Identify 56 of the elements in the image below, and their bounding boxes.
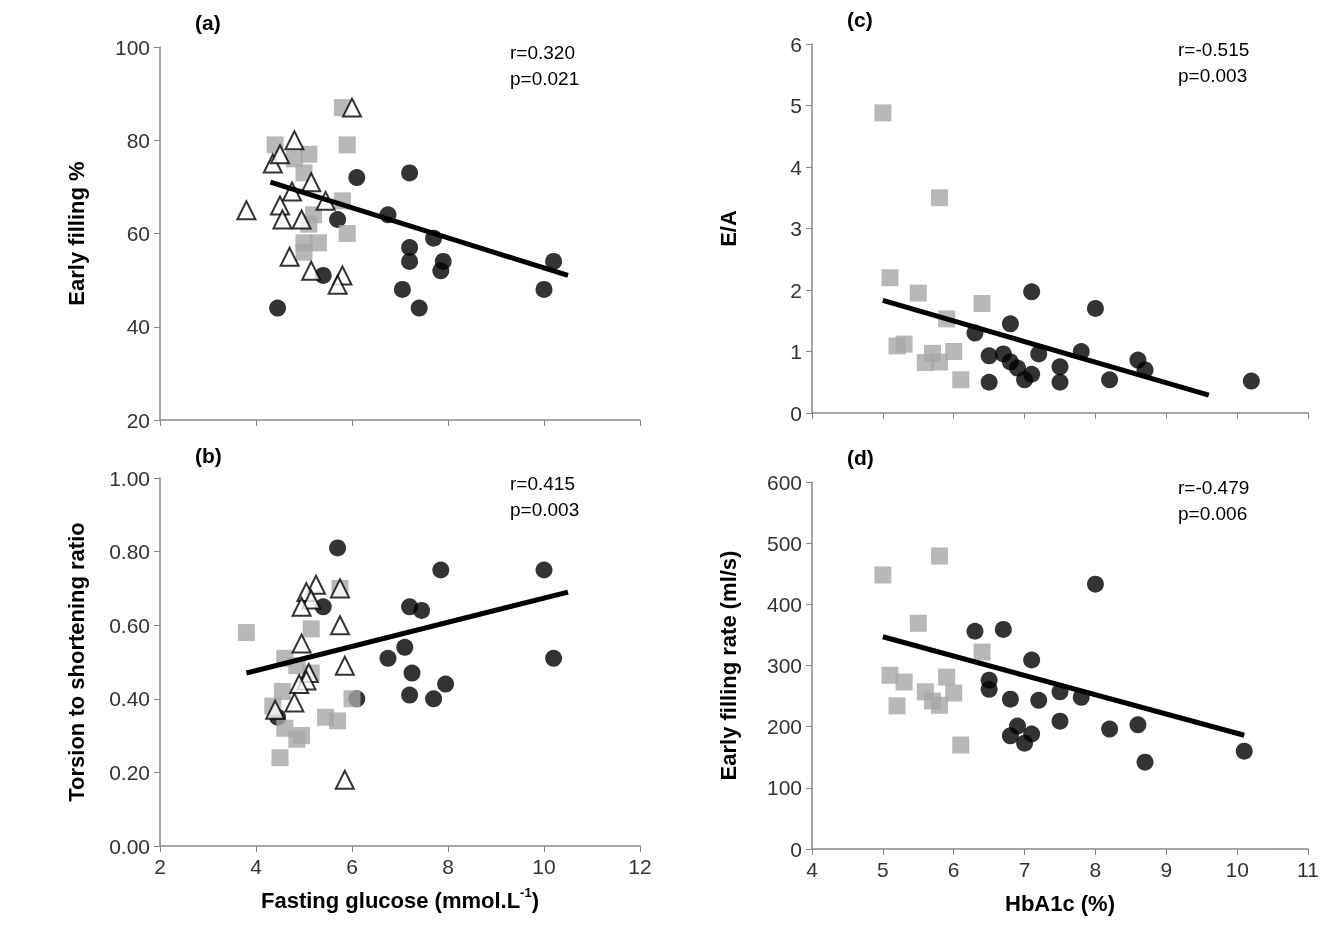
y-tick-label: 3 (790, 217, 802, 240)
annotation: p=0.006 (1178, 502, 1248, 524)
y-tick-label: 0.00 (109, 834, 150, 858)
x-tick-label: 8 (1089, 858, 1102, 881)
y-tick-label: 20 (126, 408, 150, 432)
y-tick-label: 300 (766, 654, 802, 677)
chart-title: (b) (195, 444, 222, 467)
x-axis-title: HbA1c (%) (1004, 890, 1116, 916)
y-tick-label: 0.20 (109, 760, 150, 784)
annotation: r=-0.479 (1178, 476, 1250, 498)
y-tick-label: 400 (766, 592, 802, 616)
y-tick-label: 100 (766, 776, 802, 800)
annotation: p=0.021 (510, 67, 580, 89)
chart-title: (c) (847, 8, 873, 31)
y-tick-label: 500 (766, 531, 802, 555)
y-tick-label: 0.40 (109, 687, 150, 711)
y-tick-label: 4 (790, 155, 803, 179)
y-tick-label: 1 (790, 340, 802, 363)
y-tick-label: 80 (126, 128, 150, 152)
y-tick-label: 2 (790, 278, 802, 302)
y-axis-title: Early filling rate (ml/s) (715, 550, 741, 781)
annotation: r=0.320 (510, 41, 575, 63)
y-axis-title: Early filling % (63, 161, 89, 306)
x-tick-label: 5 (877, 858, 889, 881)
x-tick-label: 2 (154, 855, 166, 878)
y-tick-label: 1.00 (109, 466, 150, 490)
chart-title: (a) (195, 11, 221, 34)
x-tick-label: 12 (628, 855, 652, 878)
x-tick-label: 6 (346, 855, 358, 878)
chart-title: (d) (847, 446, 874, 469)
x-tick-label: 6 (947, 858, 960, 881)
y-tick-label: 100 (114, 35, 150, 59)
x-tick-label: 9 (1160, 858, 1173, 881)
y-tick-label: 200 (766, 715, 802, 739)
x-tick-label: 10 (1225, 858, 1249, 881)
y-tick-label: 600 (766, 470, 802, 494)
x-tick-label: 10 (532, 855, 556, 878)
x-tick-label: 11 (1297, 858, 1319, 881)
y-tick-label: 6 (790, 32, 802, 56)
annotation: r=0.415 (510, 472, 575, 494)
annotation: p=0.003 (510, 498, 580, 520)
y-tick-label: 0 (790, 401, 802, 425)
x-tick-label: 8 (442, 855, 454, 878)
y-tick-label: 0 (790, 837, 802, 861)
y-tick-label: 5 (790, 94, 802, 117)
y-axis-title: Torsion to shortening ratio (63, 522, 89, 802)
x-tick-label: 4 (806, 858, 819, 881)
y-axis-title: E/A (715, 210, 741, 247)
annotation: r=-0.515 (1178, 38, 1250, 60)
y-tick-label: 0.60 (109, 613, 150, 637)
x-tick-label: 4 (250, 855, 263, 878)
y-tick-label: 0.80 (109, 540, 150, 564)
x-tick-label: 7 (1018, 858, 1031, 881)
y-tick-label: 60 (126, 222, 150, 245)
annotation: p=0.003 (1178, 64, 1248, 86)
y-tick-label: 40 (126, 315, 150, 339)
